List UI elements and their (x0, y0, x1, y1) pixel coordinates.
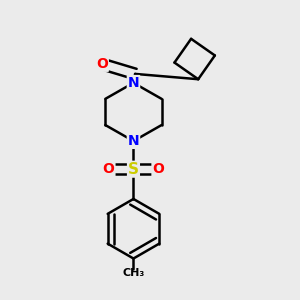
Text: O: O (96, 57, 108, 71)
Text: N: N (128, 76, 139, 90)
Text: CH₃: CH₃ (122, 268, 145, 278)
Text: O: O (103, 162, 115, 176)
Text: S: S (128, 162, 139, 177)
Text: N: N (128, 134, 139, 148)
Text: O: O (152, 162, 164, 176)
